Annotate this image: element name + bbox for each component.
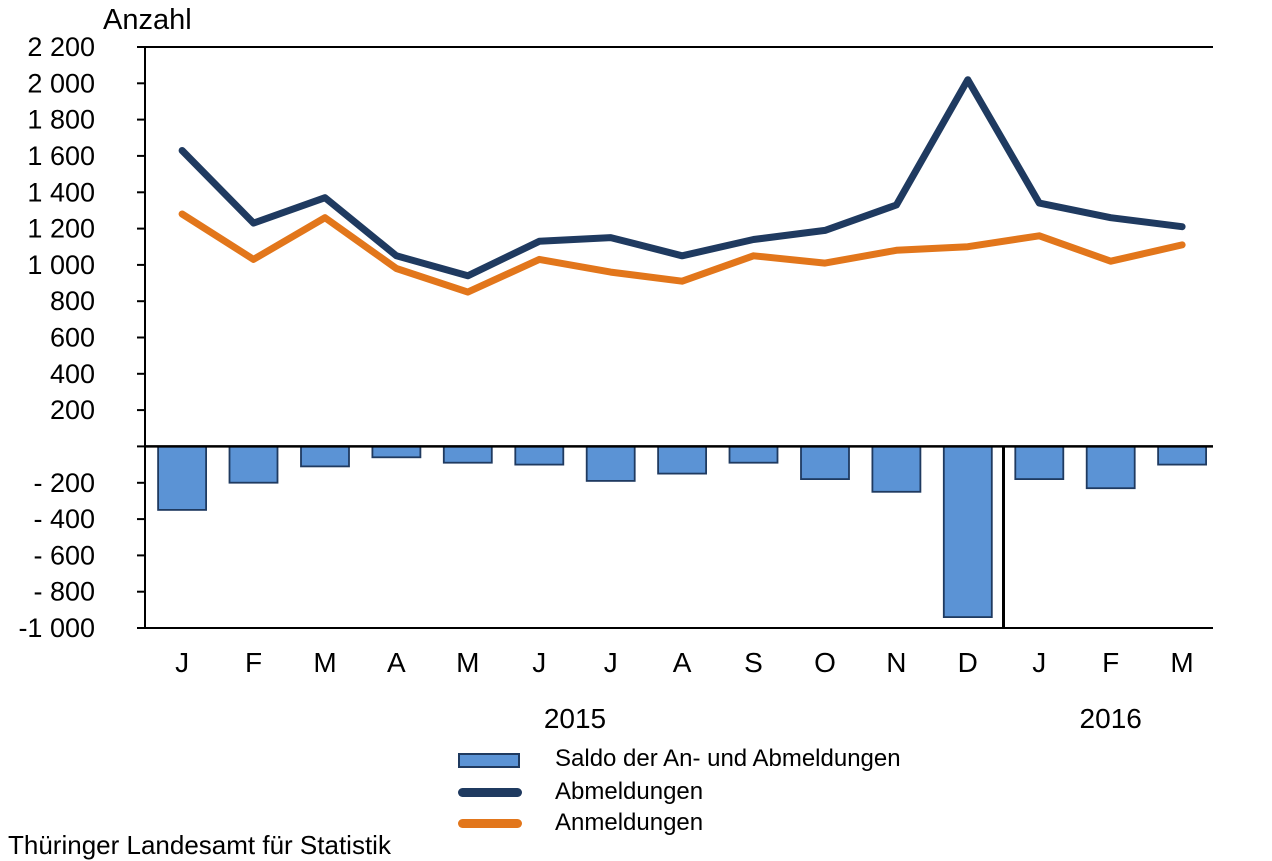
y-tick-label: - 400 [33,504,95,534]
legend-label-anmeldungen: Anmeldungen [555,809,704,836]
month-label: F [245,647,262,678]
month-label: J [604,647,618,678]
y-tick-label: 1 200 [27,214,95,244]
saldo-bar [585,445,636,482]
y-tick-label: 2 000 [27,68,95,98]
y-tick-label: - 600 [33,540,95,570]
abmeldungen-line [178,76,1186,280]
year-label: 2016 [1080,703,1142,734]
month-label: J [1032,647,1046,678]
saldo-bar [800,445,850,480]
month-label: M [1170,647,1193,678]
y-tick-label: - 800 [33,577,95,607]
saldo-bar [371,445,422,459]
month-label: A [387,647,406,678]
year-label: 2015 [544,703,606,734]
anmeldungen-swatch [458,819,522,828]
y-tick-label: 1 400 [27,177,95,207]
saldo-bar [514,445,565,466]
combo-chart: 2 200 2 000 1 800 1 600 1 400 1 200 1 000 800 60… [18,32,1213,734]
y-tick-label: -1 000 [18,613,95,643]
month-label: F [1102,647,1119,678]
saldo-bar [657,445,707,475]
y-tick-label: - 200 [33,468,95,498]
month-label: J [175,647,189,678]
month-label: M [456,647,479,678]
y-tick-label: 800 [50,286,95,316]
saldo-bar [1085,445,1136,490]
legend-label-abmeldungen: Abmeldungen [555,778,704,805]
y-tick-label: 1 000 [27,250,95,280]
month-label: A [673,647,692,678]
legend-label-saldo: Saldo der An- und Abmeldungen [555,745,901,772]
month-label: D [958,647,978,678]
month-label: O [814,647,836,678]
saldo-bar [728,445,779,464]
y-tick-label: 200 [50,395,95,425]
saldo-bar [871,445,922,493]
saldo-bar [157,445,208,511]
saldo-bar [228,445,279,484]
saldo-bar [300,445,350,468]
saldo-bar [942,445,993,618]
y-tick-label: 400 [50,359,95,389]
y-tick-label: 1 800 [27,105,95,135]
y-tick-label: 600 [50,323,95,353]
anmeldungen-line [178,210,1186,296]
month-label: M [313,647,336,678]
y-tick-label: 2 200 [27,32,95,62]
saldo-swatch [458,753,520,768]
abmeldungen-swatch [458,788,522,797]
source-attribution: Thüringer Landesamt für Statistik [8,830,391,860]
y-axis-title: Anzahl [103,4,192,36]
saldo-bar [442,445,493,464]
month-label: N [886,647,906,678]
month-label: S [744,647,763,678]
y-tick-label: 1 600 [27,141,95,171]
month-label: J [532,647,546,678]
saldo-bar [1014,445,1065,480]
saldo-bar [1157,445,1207,466]
